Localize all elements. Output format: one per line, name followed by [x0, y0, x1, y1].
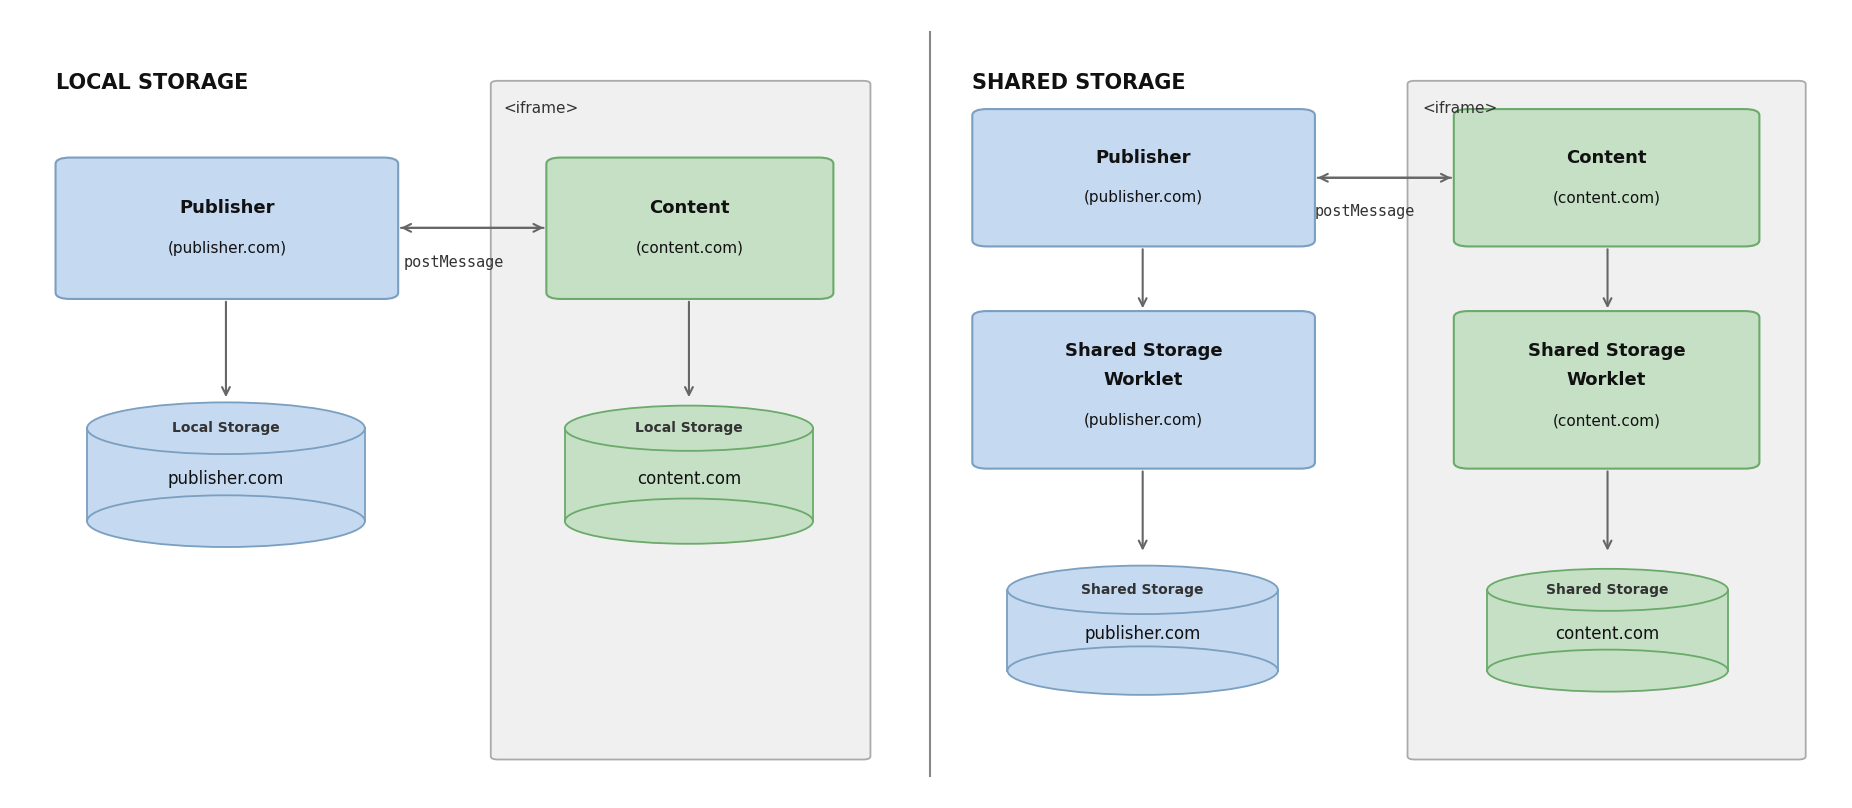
Text: Shared Storage: Shared Storage: [1546, 583, 1669, 597]
Ellipse shape: [1007, 566, 1278, 614]
Text: (publisher.com): (publisher.com): [1083, 413, 1204, 428]
FancyBboxPatch shape: [491, 81, 870, 760]
PathPatch shape: [1487, 590, 1728, 671]
Text: (content.com): (content.com): [635, 241, 745, 256]
Text: publisher.com: publisher.com: [1085, 625, 1200, 643]
Text: (content.com): (content.com): [1552, 413, 1661, 428]
Text: Shared Storage: Shared Storage: [1528, 342, 1685, 360]
Text: (content.com): (content.com): [1552, 191, 1661, 205]
Text: Shared Storage: Shared Storage: [1065, 342, 1222, 360]
Text: content.com: content.com: [1556, 625, 1659, 643]
FancyBboxPatch shape: [972, 311, 1315, 469]
Text: <iframe>: <iframe>: [1422, 101, 1498, 116]
Text: SHARED STORAGE: SHARED STORAGE: [972, 73, 1185, 93]
FancyBboxPatch shape: [1454, 109, 1759, 246]
PathPatch shape: [1007, 590, 1278, 671]
Ellipse shape: [1487, 650, 1728, 692]
Text: Publisher: Publisher: [180, 199, 274, 217]
FancyBboxPatch shape: [56, 158, 398, 299]
Text: Local Storage: Local Storage: [635, 421, 743, 436]
Text: (publisher.com): (publisher.com): [1083, 191, 1204, 205]
Text: Content: Content: [1567, 149, 1646, 166]
Ellipse shape: [1007, 646, 1278, 695]
Text: Worklet: Worklet: [1567, 371, 1646, 389]
FancyBboxPatch shape: [1408, 81, 1806, 760]
Text: Local Storage: Local Storage: [172, 421, 280, 436]
Text: LOCAL STORAGE: LOCAL STORAGE: [56, 73, 248, 93]
Text: Publisher: Publisher: [1096, 149, 1191, 166]
Ellipse shape: [565, 499, 813, 544]
FancyBboxPatch shape: [972, 109, 1315, 246]
Text: Worklet: Worklet: [1104, 371, 1183, 389]
Text: publisher.com: publisher.com: [169, 469, 283, 488]
FancyBboxPatch shape: [546, 158, 833, 299]
Text: Content: Content: [650, 199, 730, 217]
Ellipse shape: [565, 406, 813, 451]
Text: postMessage: postMessage: [404, 255, 504, 270]
Text: (publisher.com): (publisher.com): [167, 241, 287, 256]
Text: postMessage: postMessage: [1315, 204, 1415, 219]
FancyBboxPatch shape: [1454, 311, 1759, 469]
Ellipse shape: [87, 402, 365, 454]
Text: <iframe>: <iframe>: [504, 101, 580, 116]
Ellipse shape: [1487, 569, 1728, 611]
PathPatch shape: [87, 428, 365, 521]
Text: content.com: content.com: [637, 469, 741, 488]
Text: Shared Storage: Shared Storage: [1082, 583, 1204, 597]
Ellipse shape: [87, 495, 365, 547]
PathPatch shape: [565, 428, 813, 521]
